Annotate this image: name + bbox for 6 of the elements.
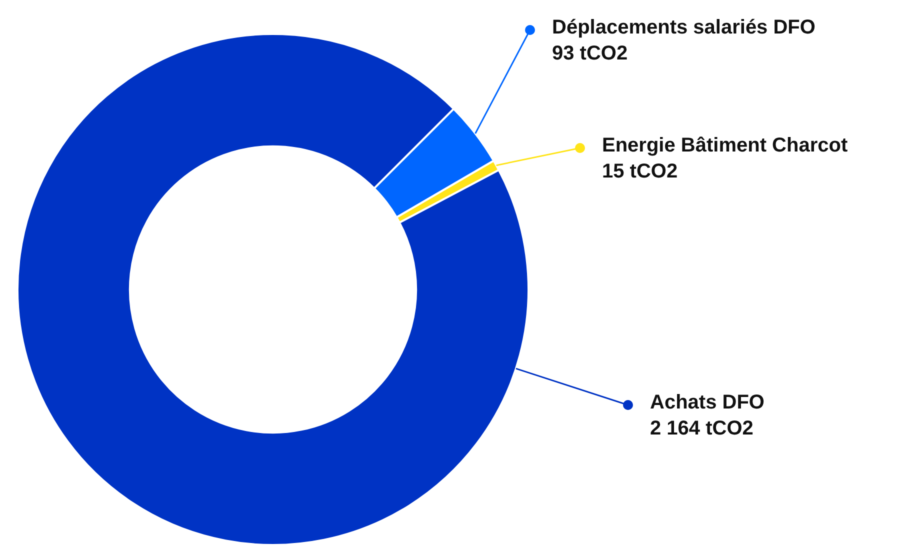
data-label: 15 tCO2 (602, 160, 678, 183)
legend-label: Achats DFO (650, 392, 764, 414)
legend-label: Déplacements salariés DFO (552, 16, 816, 39)
legend-label: Energie Bâtiment Charcot (602, 134, 848, 157)
data-label: 2 164 tCO2 (650, 418, 754, 440)
data-label: 93 tCO2 (552, 42, 628, 65)
